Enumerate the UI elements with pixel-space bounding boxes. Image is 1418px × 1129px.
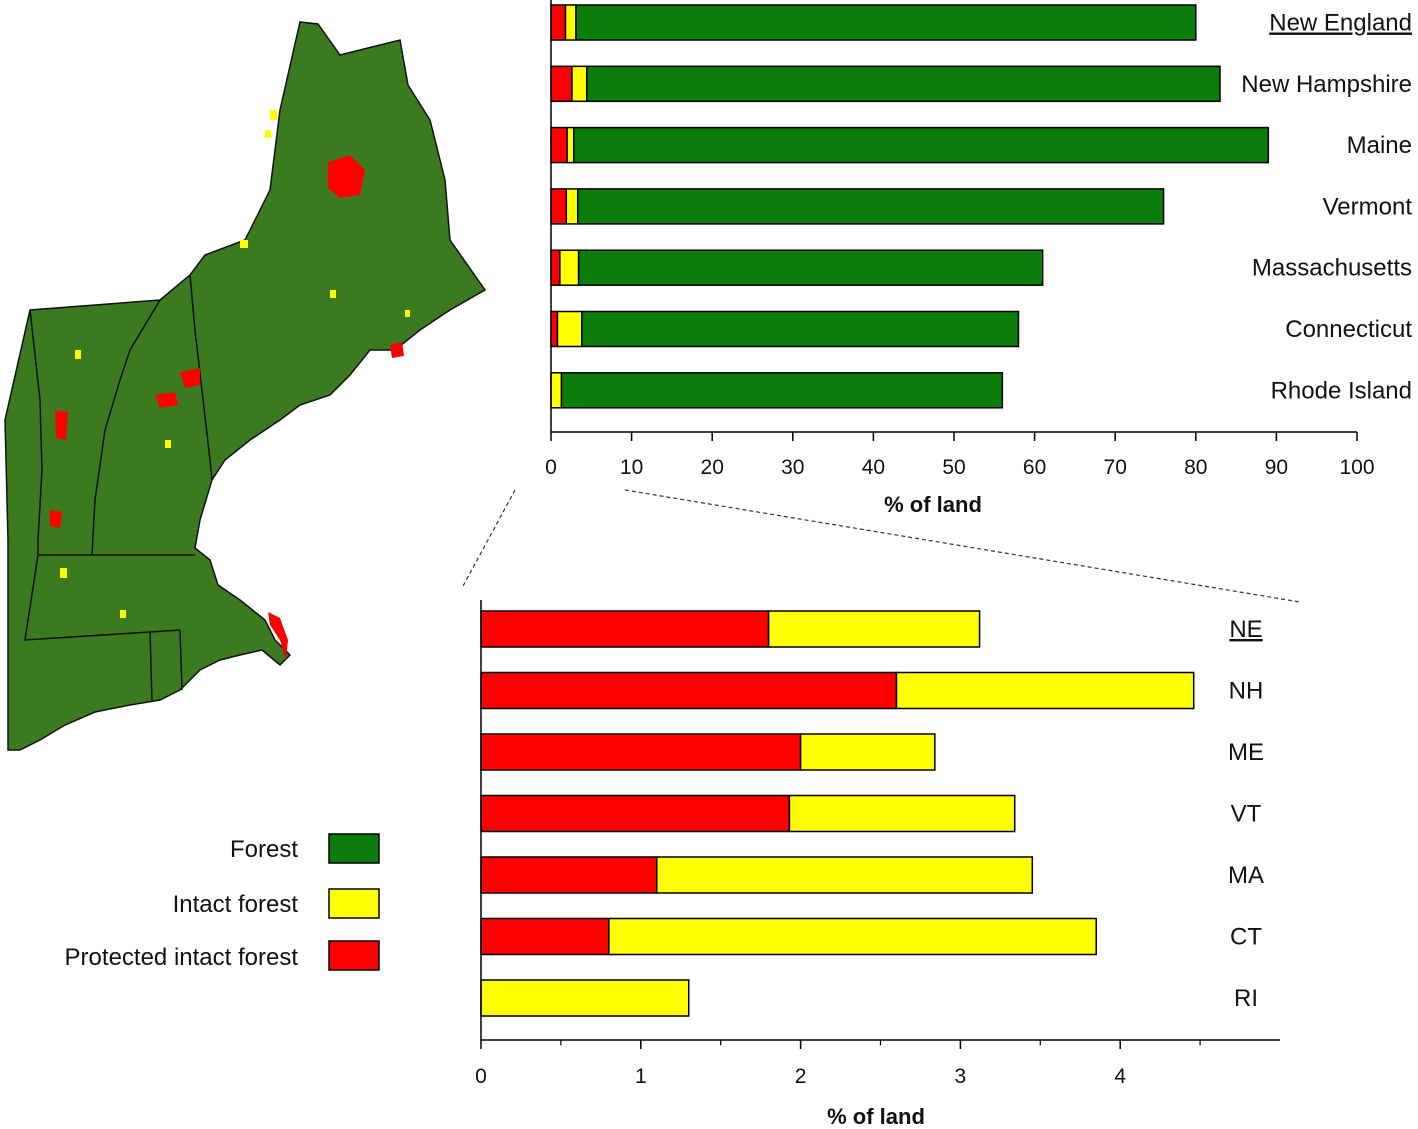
zoom-line-left bbox=[461, 489, 516, 589]
intact-patch bbox=[120, 610, 126, 618]
bar-intact-forest-ct bbox=[608, 917, 1097, 956]
legend-label-protected-intact-forest: Protected intact forest bbox=[65, 944, 299, 971]
bar-protected-intact-forest-new-england bbox=[550, 4, 567, 41]
legend: Forest Intact forest Protected intact fo… bbox=[65, 833, 380, 971]
bar-intact-forest-vt bbox=[788, 794, 1016, 833]
x-tick-label-2: 2 bbox=[795, 1065, 807, 1088]
bottom-chart: NE NH ME VT MA CT RI 0 1 2 3 4 % of land bbox=[475, 600, 1280, 1129]
category-label-new-england: New England bbox=[1269, 10, 1412, 37]
category-label-ma: MA bbox=[1228, 862, 1264, 889]
category-label-ne: NE bbox=[1229, 616, 1262, 643]
bar-intact-forest-ne bbox=[767, 610, 981, 648]
protected-patch-cape bbox=[268, 612, 288, 660]
x-axis-title: % of land bbox=[827, 1104, 925, 1129]
x-tick-label-100: 100 bbox=[1339, 456, 1374, 479]
intact-patch bbox=[265, 130, 271, 138]
bar-intact-forest-new-hampshire bbox=[571, 65, 588, 103]
bar-protected-intact-forest-me bbox=[480, 733, 802, 771]
zoom-guide-lines bbox=[461, 489, 1301, 603]
x-tick-label-1: 1 bbox=[635, 1065, 647, 1088]
category-label-new-hampshire: New Hampshire bbox=[1241, 71, 1412, 98]
protected-patch-whites bbox=[155, 392, 178, 408]
bar-intact-forest-rhode-island bbox=[550, 372, 563, 409]
map-protected-forest-patches bbox=[50, 155, 404, 660]
category-label-massachusetts: Massachusetts bbox=[1252, 255, 1412, 282]
x-tick-label-80: 80 bbox=[1184, 456, 1207, 479]
x-axis-title: % of land bbox=[884, 492, 982, 517]
bar-protected-intact-forest-ma bbox=[480, 856, 658, 894]
bar-protected-intact-forest-massachusetts bbox=[550, 249, 561, 286]
bar-protected-intact-forest-new-hampshire bbox=[550, 65, 573, 103]
bar-forest-connecticut bbox=[581, 310, 1020, 348]
bar-protected-intact-forest-connecticut bbox=[550, 310, 559, 348]
legend-label-intact-forest: Intact forest bbox=[173, 891, 299, 918]
x-tick-label-10: 10 bbox=[620, 456, 643, 479]
top-chart: New England New Hampshire Maine Vermont Mass… bbox=[545, 0, 1412, 517]
bar-forest-massachusetts bbox=[577, 249, 1044, 286]
intact-patch bbox=[240, 240, 248, 248]
bar-intact-forest-massachusetts bbox=[559, 249, 580, 286]
category-label-nh: NH bbox=[1229, 678, 1264, 705]
bar-protected-intact-forest-nh bbox=[480, 671, 898, 710]
legend-swatch-protected-intact-forest bbox=[328, 940, 380, 971]
bar-intact-forest-ri bbox=[480, 979, 690, 1017]
category-label-maine: Maine bbox=[1347, 132, 1412, 159]
intact-patch bbox=[270, 110, 277, 120]
protected-patch-baxter bbox=[328, 155, 365, 198]
x-tick-label-20: 20 bbox=[701, 456, 724, 479]
bar-forest-new-hampshire bbox=[586, 65, 1221, 103]
legend-label-forest: Forest bbox=[230, 836, 298, 863]
legend-swatch-forest bbox=[328, 833, 380, 864]
protected-patch-coast bbox=[390, 342, 404, 358]
bar-protected-intact-forest-ct bbox=[480, 917, 610, 956]
bar-intact-forest-nh bbox=[895, 671, 1195, 710]
bar-forest-new-england bbox=[575, 4, 1197, 41]
bar-intact-forest-connecticut bbox=[556, 310, 583, 348]
x-tick-label-40: 40 bbox=[862, 456, 885, 479]
category-label-vermont: Vermont bbox=[1323, 193, 1413, 220]
x-tick-label-0: 0 bbox=[545, 456, 557, 479]
x-tick-label-90: 90 bbox=[1265, 456, 1288, 479]
map-land bbox=[4, 21, 487, 751]
bar-protected-intact-forest-vt bbox=[480, 794, 791, 833]
x-tick-label-70: 70 bbox=[1104, 456, 1127, 479]
intact-patch bbox=[165, 440, 171, 448]
protected-patch-vermont-2 bbox=[50, 510, 62, 528]
category-label-ri: RI bbox=[1234, 985, 1258, 1012]
state-borders bbox=[24, 274, 213, 701]
bar-forest-vermont bbox=[577, 188, 1165, 225]
category-label-rhode-island: Rhode Island bbox=[1271, 377, 1412, 404]
intact-patch bbox=[60, 568, 67, 578]
new-england-forest-map bbox=[4, 21, 487, 751]
category-label-ct: CT bbox=[1230, 924, 1262, 951]
bar-forest-maine bbox=[573, 126, 1270, 164]
bar-intact-forest-maine bbox=[566, 126, 575, 164]
category-label-me: ME bbox=[1228, 739, 1264, 766]
protected-patch-vermont bbox=[55, 410, 68, 440]
bar-intact-forest-ma bbox=[656, 856, 1034, 894]
x-tick-label-30: 30 bbox=[781, 456, 804, 479]
intact-patch bbox=[405, 310, 410, 317]
category-label-connecticut: Connecticut bbox=[1285, 316, 1412, 343]
x-tick-label-3: 3 bbox=[955, 1065, 967, 1088]
bar-forest-rhode-island bbox=[560, 372, 1004, 409]
x-tick-label-4: 4 bbox=[1114, 1065, 1126, 1088]
bar-protected-intact-forest-ne bbox=[480, 610, 770, 648]
bar-protected-intact-forest-maine bbox=[550, 126, 568, 164]
bar-intact-forest-vermont bbox=[565, 188, 579, 225]
x-tick-label-50: 50 bbox=[942, 456, 965, 479]
protected-patch-whites-2 bbox=[180, 368, 200, 388]
x-tick-label-60: 60 bbox=[1023, 456, 1046, 479]
category-label-vt: VT bbox=[1231, 801, 1262, 828]
bar-protected-intact-forest-vermont bbox=[550, 188, 568, 225]
zoom-line-right bbox=[624, 489, 1301, 603]
legend-swatch-intact-forest bbox=[328, 888, 380, 919]
intact-patch bbox=[75, 350, 81, 359]
x-tick-label-0: 0 bbox=[475, 1065, 487, 1088]
map-intact-forest-patches bbox=[60, 110, 410, 618]
bar-intact-forest-me bbox=[799, 733, 936, 771]
bar-intact-forest-new-england bbox=[564, 4, 577, 41]
intact-patch bbox=[330, 290, 336, 298]
